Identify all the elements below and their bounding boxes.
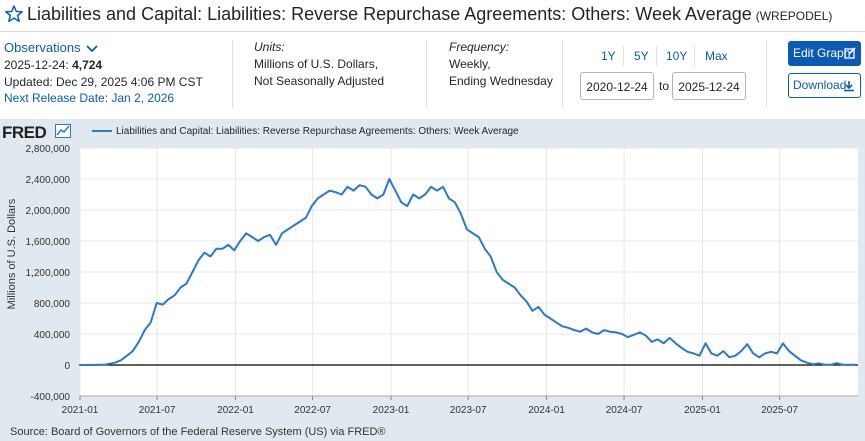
- frequency-line1: Weekly,: [449, 57, 491, 71]
- x-tick-label: 2025-01: [684, 405, 721, 416]
- range-5y-button[interactable]: 5Y: [634, 49, 649, 63]
- x-tick-label: 2021-01: [62, 405, 99, 416]
- x-tick-label: 2023-01: [373, 405, 410, 416]
- y-tick-label: 2,800,000: [26, 144, 71, 155]
- page-title: Liabilities and Capital: Liabilities: Re…: [27, 4, 832, 25]
- x-tick-label: 2023-07: [450, 405, 487, 416]
- chevron-down-icon: [86, 44, 98, 52]
- y-axis-label: Millions of U.S. Dollars: [6, 198, 18, 310]
- units-label: Units:: [254, 40, 285, 54]
- title-row: Liabilities and Capital: Liabilities: Re…: [0, 0, 865, 32]
- edit-graph-button[interactable]: Edit Graph: [788, 41, 861, 66]
- start-date-input[interactable]: 2020-12-24: [580, 72, 654, 100]
- next-release-link[interactable]: Next Release Date: Jan 2, 2026: [4, 91, 175, 105]
- divider: [766, 40, 767, 108]
- x-tick-label: 2022-01: [217, 405, 254, 416]
- observations-heading: Observations: [4, 40, 81, 55]
- fred-logo: FRED: [2, 123, 47, 142]
- download-label: Download: [793, 78, 847, 92]
- edit-icon: [844, 47, 856, 59]
- to-label: to: [659, 79, 670, 93]
- observation-value: 4,724: [72, 58, 103, 72]
- divider: [656, 46, 657, 66]
- y-tick-label: 800,000: [34, 299, 71, 310]
- y-tick-label: 0: [64, 361, 70, 372]
- star-icon[interactable]: [4, 4, 24, 24]
- series-title: Liabilities and Capital: Liabilities: Re…: [27, 4, 752, 24]
- y-tick-label: 2,000,000: [26, 206, 71, 217]
- line-chart[interactable]: -400,000 0 400,000 800,000 1,200,000 1,600,00…: [0, 119, 865, 424]
- y-tick-label: 2,400,000: [26, 175, 71, 186]
- y-tick-label: 400,000: [34, 330, 71, 341]
- y-tick-label: -400,000: [31, 392, 71, 403]
- divider: [426, 40, 427, 108]
- chart-legend: Liabilities and Capital: Liabilities: Re…: [92, 126, 519, 137]
- range-10y-button[interactable]: 10Y: [666, 49, 688, 63]
- range-1y-button[interactable]: 1Y: [601, 49, 616, 63]
- series-line: [79, 178, 855, 366]
- latest-observation: 2025-12-24: 4,724: [4, 58, 102, 72]
- x-tick-label: 2024-01: [528, 405, 565, 416]
- download-icon: [844, 81, 854, 92]
- download-button[interactable]: Download: [788, 73, 861, 98]
- series-code: (WREPODEL): [755, 9, 833, 23]
- x-tick-label: 2022-07: [294, 405, 331, 416]
- source-note: Source: Board of Governors of the Federa…: [10, 426, 386, 438]
- y-tick-label: 1,200,000: [26, 268, 71, 279]
- frequency-line2: Ending Wednesday: [449, 74, 553, 88]
- x-tick-label: 2025-07: [761, 405, 798, 416]
- x-tick-label: 2024-07: [606, 405, 643, 416]
- divider: [694, 46, 695, 66]
- observations-toggle[interactable]: Observations: [4, 40, 98, 55]
- legend-label: Liabilities and Capital: Liabilities: Re…: [116, 126, 519, 137]
- units-line1: Millions of U.S. Dollars,: [254, 57, 379, 71]
- observation-date: 2025-12-24:: [4, 58, 69, 72]
- y-tick-label: 1,600,000: [26, 237, 71, 248]
- x-tick-label: 2021-07: [139, 405, 176, 416]
- updated-text: Updated: Dec 29, 2025 4:06 PM CST: [4, 75, 203, 89]
- units-line2: Not Seasonally Adjusted: [254, 74, 385, 88]
- divider: [623, 46, 624, 66]
- edit-graph-label: Edit Graph: [793, 46, 851, 60]
- end-date-input[interactable]: 2025-12-24: [672, 72, 746, 100]
- divider: [562, 40, 563, 108]
- header-divider: [0, 31, 865, 32]
- divider: [232, 40, 233, 108]
- range-max-button[interactable]: Max: [705, 49, 728, 63]
- chart-line-icon: [55, 124, 71, 138]
- frequency-label: Frequency:: [449, 40, 510, 54]
- legend-swatch: [92, 130, 112, 133]
